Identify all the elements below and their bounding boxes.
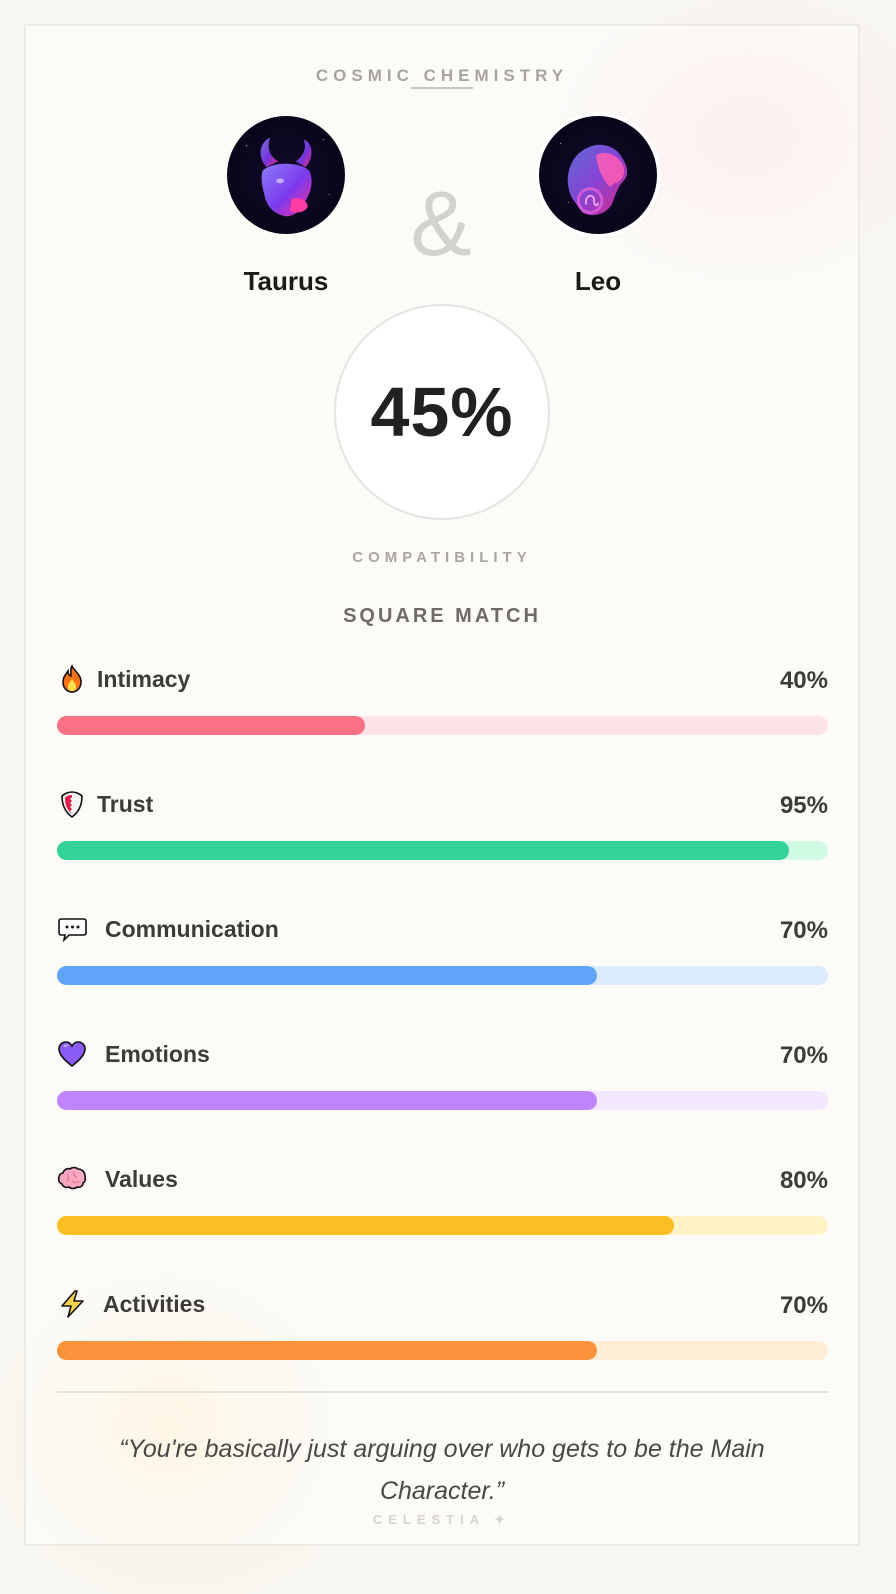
speech-bubble-icon [57, 914, 87, 944]
metric-row-trust: Trust 95% [57, 787, 828, 860]
brain-icon [57, 1164, 87, 1194]
match-type-label: SQUARE MATCH [343, 605, 541, 627]
sign-name-leo: Leo [574, 266, 622, 296]
shield-icon [57, 789, 87, 819]
metric-label: Emotions [105, 1041, 210, 1067]
metric-progress-fill [57, 1216, 674, 1235]
metric-progress-bar [57, 1341, 828, 1360]
metric-row-values: Values 80% [57, 1162, 828, 1235]
compatibility-card: COSMIC CHEMISTRY & [24, 24, 860, 1546]
sign-name-taurus: Taurus [243, 266, 329, 296]
compatibility-quote: “You're basically just arguing over who … [119, 1435, 765, 1505]
metric-progress-bar [57, 966, 828, 985]
taurus-bull-icon [245, 137, 330, 217]
metric-percent: 40% [779, 667, 828, 694]
metric-label: Trust [97, 791, 154, 817]
metric-percent: 95% [779, 792, 828, 819]
metric-label: Communication [105, 916, 279, 942]
metric-progress-bar [57, 841, 828, 860]
section-divider [57, 1391, 828, 1393]
metric-label: Activities [103, 1291, 206, 1317]
metric-percent: 80% [779, 1167, 828, 1194]
metric-progress-bar [57, 716, 828, 735]
metric-row-intimacy: Intimacy 40% [57, 662, 828, 735]
metric-row-communication: Communication 70% [57, 912, 828, 985]
leo-avatar [539, 116, 657, 234]
taurus-avatar [227, 116, 345, 234]
metric-label: Values [105, 1166, 178, 1192]
metric-progress-fill [57, 841, 790, 860]
metric-progress-fill [57, 966, 597, 985]
metric-progress-fill [57, 1341, 597, 1360]
lightning-icon [57, 1289, 87, 1319]
metric-progress-bar [57, 1091, 828, 1110]
metric-progress-fill [57, 1091, 597, 1110]
metric-progress-fill [57, 716, 366, 735]
purple-heart-icon [57, 1039, 87, 1069]
metric-row-activities: Activities 70% [57, 1287, 828, 1360]
brand-watermark: CELESTIA ✦ [372, 1512, 512, 1527]
compatibility-label: COMPATIBILITY [352, 549, 532, 566]
metric-row-emotions: Emotions 70% [57, 1037, 828, 1110]
metric-progress-bar [57, 1216, 828, 1235]
metric-percent: 70% [779, 1042, 828, 1069]
fire-icon [57, 664, 87, 694]
ampersand: & [410, 173, 472, 275]
metric-label: Intimacy [97, 666, 191, 692]
compatibility-score-ring: 45% [334, 304, 550, 520]
eyebrow-underline [411, 87, 473, 89]
metric-percent: 70% [779, 917, 828, 944]
eyebrow-title: COSMIC CHEMISTRY [315, 66, 569, 85]
leo-lion-icon [559, 142, 628, 216]
metric-percent: 70% [779, 1292, 828, 1319]
compatibility-score: 45% [370, 373, 514, 451]
